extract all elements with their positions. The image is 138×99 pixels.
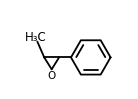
Text: O: O — [48, 71, 56, 81]
Text: H₃C: H₃C — [24, 31, 46, 44]
